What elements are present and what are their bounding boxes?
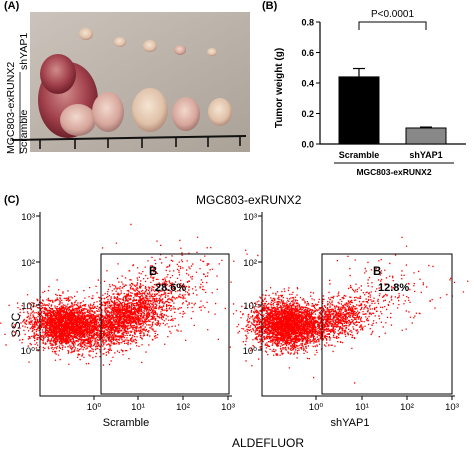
- gate-b-scramble: [100, 253, 230, 395]
- shyap1-tumors: [79, 28, 217, 56]
- y-tick-label: 0.2: [301, 109, 314, 119]
- event-dots: [0, 279, 122, 365]
- tumor-weight-chart: Tumor weight (g) 0.0 0.2 0.4 0.6 0.8 Scrambl…: [274, 9, 466, 177]
- panel-b-letter: (B): [262, 0, 278, 12]
- flow-plot-shyap1: B 12.8% 10⁰ 10¹ 10² 10³ shYAP1: [229, 212, 469, 429]
- gate-b-percent-scramble: 28.6%: [155, 282, 186, 294]
- x-tick-label: 10⁰: [87, 402, 102, 413]
- x-tick-label: 10²: [176, 402, 190, 413]
- x-tick-label: 10²: [400, 402, 414, 413]
- scramble-axis-ticks: 10⁰ 10¹ 10² 10³: [87, 396, 235, 413]
- x-axis-label: MGC803-exRUNX2: [356, 167, 431, 177]
- y-ticks: 0.0 0.2 0.4 0.6 0.8: [301, 18, 320, 150]
- x-tick-label: Scramble: [339, 150, 380, 160]
- x-tick-label: 10³: [445, 402, 459, 413]
- significance-bracket: P<0.0001: [358, 9, 427, 30]
- y-tick-label: 0.8: [301, 18, 314, 28]
- construct-label: MGC803-exRUNX2: [5, 62, 17, 154]
- y-tick-label: 0.6: [301, 48, 314, 58]
- y-tick-label: 10⁰: [21, 346, 36, 357]
- group-bottom-label: Scramble: [18, 109, 30, 154]
- gate-b-shyap1: [321, 253, 453, 395]
- aldefluor-axis-label: ALDEFLUOR: [232, 436, 304, 450]
- error-bars: [353, 67, 432, 128]
- y-axis-label: Tumor weight (g): [274, 48, 285, 128]
- x-tick-label: 10⁰: [309, 402, 324, 413]
- group-top-label: shYAP1: [18, 33, 30, 70]
- bar-shyap1: [405, 127, 447, 145]
- tumor-photo: MGC803-exRUNX2 shYAP1 Scramble: [0, 12, 250, 157]
- x-tick-label: 10¹: [355, 402, 369, 413]
- y-tick-label: 0.0: [301, 140, 314, 150]
- bars: [338, 76, 447, 145]
- x-tick-label: 10¹: [131, 402, 145, 413]
- y-tick-label: 10¹: [21, 301, 35, 312]
- y-tick-label: 10³: [243, 212, 257, 223]
- panel-a-letter: (A): [4, 0, 20, 12]
- shyap1-axis-ticks: 10⁰ 10¹ 10² 10³: [309, 396, 459, 413]
- y-tick-label: 10³: [21, 212, 35, 223]
- bar-scramble: [338, 76, 380, 145]
- y-tick-label: 0.4: [301, 79, 314, 89]
- scramble-tumors: [38, 54, 232, 138]
- y-tick-label: 10¹: [243, 301, 257, 312]
- scramble-dots: [0, 223, 259, 366]
- flow-plot-scramble: B 28.6% 10⁰ 10¹ 10² 10³ Scramble: [0, 212, 259, 429]
- y-tick-label: 10²: [21, 258, 35, 269]
- shyap1-dots: [229, 236, 469, 384]
- x-tick-label: 10³: [221, 402, 235, 413]
- y-tick-label: 10²: [243, 258, 257, 269]
- panel-c-title: MGC803-exRUNX2: [196, 193, 302, 207]
- gate-b-label: B: [149, 266, 157, 278]
- plot-label-scramble: Scramble: [103, 417, 149, 429]
- x-tick-labels: Scramble shYAP1: [339, 150, 443, 160]
- plot-label-shyap1: shYAP1: [331, 417, 370, 429]
- ssc-tick-labels: 10³ 10² 10¹ 10⁰ 10³ 10² 10¹ 10⁰: [21, 212, 262, 357]
- gate-b-label: B: [373, 266, 381, 278]
- y-tick-label: 10⁰: [243, 346, 258, 357]
- event-dots: [53, 258, 210, 366]
- x-tick-label: shYAP1: [409, 150, 442, 160]
- p-value-label: P<0.0001: [371, 9, 415, 20]
- gate-b-percent-shyap1: 12.8%: [378, 282, 409, 294]
- ruler: [11, 135, 247, 149]
- event-dots: [295, 262, 433, 350]
- panel-c-letter: (C): [4, 194, 20, 206]
- event-dots: [229, 287, 340, 379]
